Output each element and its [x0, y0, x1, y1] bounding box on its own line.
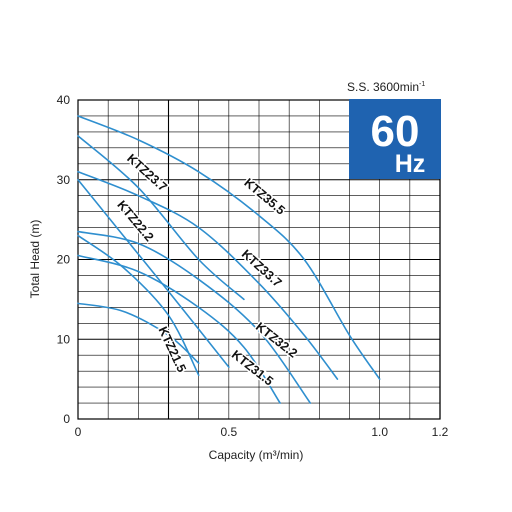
- plot-frame: [77, 99, 441, 420]
- frequency-badge-background: [349, 99, 441, 179]
- curve-label: KTZ22.2: [114, 198, 156, 244]
- curve-ktz31-5: [77, 254, 281, 404]
- y-axis-title: Total Head (m): [28, 220, 42, 299]
- frequency-badge: 60 Hz: [349, 99, 441, 179]
- x-tick-label: 0.5: [220, 425, 237, 439]
- x-tick-label: 0: [75, 425, 82, 439]
- curve-ktz33-7: [77, 170, 339, 380]
- performance-curves: [77, 115, 381, 404]
- x-tick-label: 1.2: [432, 425, 449, 439]
- y-tick-label: 40: [57, 93, 71, 107]
- curve-label: KTZ33.7: [239, 247, 285, 290]
- x-axis-title: Capacity (m³/min): [209, 448, 304, 462]
- curve-ktz35-5: [77, 115, 381, 380]
- y-tick-label: 10: [57, 332, 71, 346]
- y-tick-label: 20: [57, 253, 71, 267]
- frequency-number: 60: [371, 107, 420, 156]
- curve-labels: KTZ23.7KTZ35.5KTZ22.2KTZ33.7KTZ32.2KTZ21…: [113, 150, 302, 390]
- curve-ktz21-5: [77, 234, 200, 376]
- curve-label: KTZ31.5: [229, 348, 276, 389]
- curve-ktz22-2: [77, 178, 230, 368]
- y-tick-label: 30: [57, 173, 71, 187]
- curve-ktz32-2: [77, 230, 312, 404]
- axis-ticks: 0 0.5 1.0 1.2 0 10 20 30 40: [57, 93, 449, 439]
- speed-label: S.S. 3600min-1: [347, 80, 425, 94]
- curve-label: KTZ21.5: [156, 325, 189, 375]
- curve-ktz23-7: [77, 135, 245, 301]
- y-tick-label: 0: [63, 412, 70, 426]
- frequency-unit: Hz: [395, 150, 426, 178]
- curve-label: KTZ35.5: [241, 176, 287, 218]
- curve-label: KTZ23.7: [124, 151, 170, 194]
- x-tick-label: 1.0: [371, 425, 388, 439]
- curve-ktz21-5-low: [77, 302, 200, 364]
